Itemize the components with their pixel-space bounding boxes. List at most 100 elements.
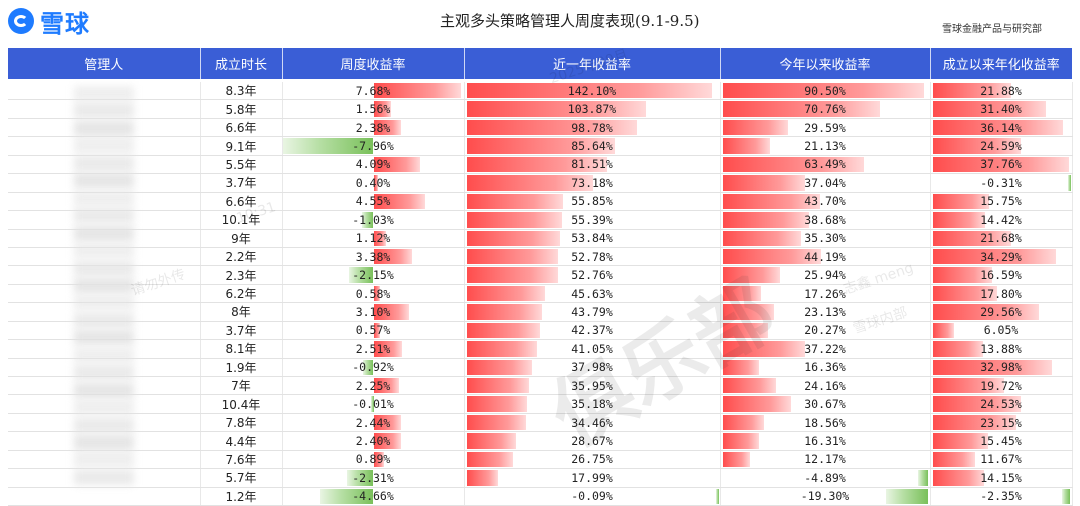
- ytd-value: 17.26%: [804, 286, 846, 301]
- weekly-cell: -2.31%: [282, 468, 465, 488]
- duration-cell: 3.7年: [200, 173, 283, 193]
- one-year-value: 142.10%: [567, 83, 617, 98]
- annualized-value: 24.59%: [980, 139, 1022, 154]
- one-year-bar: [466, 451, 513, 468]
- one-year-cell: 35.18%: [464, 394, 721, 414]
- one-year-bar: [466, 378, 529, 394]
- redacted-manager-name: [74, 277, 134, 293]
- annualized-value: 14.15%: [980, 470, 1022, 485]
- weekly-bar: [373, 248, 412, 265]
- duration-cell: 9年: [200, 229, 283, 248]
- weekly-value: 2.25%: [355, 378, 391, 393]
- weekly-cell: 0.40%: [282, 173, 465, 193]
- one-year-value: 98.78%: [571, 120, 613, 135]
- ytd-bar: [722, 248, 821, 265]
- table-row: 3.7年 0.57% 42.37% 20.27% 6.05%: [8, 321, 1073, 341]
- one-year-bar: [466, 470, 498, 486]
- annualized-cell: 24.53%: [930, 394, 1073, 414]
- duration-cell: 5.7年: [200, 468, 283, 488]
- table-row: 1.9年 -0.92% 37.98% 16.36% 32.98%: [8, 358, 1073, 378]
- one-year-bar: [466, 193, 564, 210]
- annualized-value: 17.80%: [980, 286, 1022, 301]
- ytd-bar: [722, 193, 820, 210]
- weekly-cell: 0.57%: [282, 321, 465, 341]
- annualized-cell: 37.76%: [930, 155, 1073, 175]
- redacted-manager-name: [74, 382, 134, 398]
- weekly-cell: 4.55%: [282, 192, 465, 212]
- ytd-cell: 43.70%: [720, 192, 931, 212]
- redacted-manager-name: [74, 469, 134, 485]
- redacted-manager-name: [74, 243, 134, 259]
- ytd-value: 12.17%: [804, 452, 846, 467]
- duration-cell: 7年: [200, 376, 283, 396]
- one-year-cell: -0.09%: [464, 487, 721, 506]
- table-row: 9.1年 -7.96% 85.64% 21.13% 24.59%: [8, 136, 1073, 156]
- annualized-cell: 16.59%: [930, 265, 1073, 285]
- annualized-value: 37.76%: [980, 157, 1022, 172]
- one-year-cell: 103.87%: [464, 99, 721, 119]
- weekly-cell: 0.89%: [282, 450, 465, 470]
- weekly-value: 2.51%: [355, 341, 391, 356]
- annualized-bar: [932, 101, 1046, 117]
- one-year-bar: [466, 212, 563, 228]
- table-row: 8年 3.10% 43.79% 23.13% 29.56%: [8, 302, 1073, 322]
- ytd-bar: [722, 138, 770, 154]
- table-row: 6.6年 4.55% 55.85% 43.70% 15.75%: [8, 192, 1073, 212]
- duration-cell: 2.2年: [200, 247, 283, 267]
- one-year-value: 52.76%: [571, 268, 613, 283]
- one-year-value: -0.09%: [571, 489, 613, 504]
- ytd-bar: [722, 322, 768, 339]
- ytd-value: 18.56%: [804, 415, 846, 430]
- annualized-cell: 32.98%: [930, 358, 1073, 378]
- annualized-bar: [932, 285, 997, 302]
- duration-cell: 4.4年: [200, 431, 283, 451]
- weekly-bar: [373, 175, 379, 191]
- weekly-bar: [373, 322, 380, 339]
- table-row: 9年 1.12% 53.84% 35.30% 21.68%: [8, 229, 1073, 248]
- one-year-bar: [466, 119, 638, 136]
- one-year-cell: 53.84%: [464, 229, 721, 248]
- one-year-cell: 85.64%: [464, 136, 721, 156]
- weekly-bar: [373, 119, 401, 136]
- weekly-value: 0.58%: [355, 286, 391, 301]
- weekly-bar: [373, 378, 400, 394]
- redacted-manager-name: [74, 260, 134, 276]
- weekly-value: 2.44%: [355, 415, 391, 430]
- ytd-bar: [722, 304, 775, 320]
- ytd-bar: [722, 175, 805, 191]
- annualized-cell: 6.05%: [930, 321, 1073, 341]
- one-year-value: 35.18%: [571, 397, 613, 412]
- weekly-value: 4.55%: [355, 194, 391, 209]
- ytd-cell: 25.94%: [720, 265, 931, 285]
- annualized-cell: 21.68%: [930, 229, 1073, 248]
- ytd-value: 21.13%: [804, 139, 846, 154]
- weekly-value: -0.92%: [352, 360, 394, 375]
- table-row: 3.7年 0.40% 73.18% 37.04% -0.31%: [8, 173, 1073, 193]
- col-header-annualized: 成立以来年化收益率: [930, 48, 1072, 81]
- col-header-duration: 成立时长: [200, 48, 283, 81]
- weekly-bar: [373, 304, 409, 320]
- annualized-cell: 29.56%: [930, 302, 1073, 322]
- one-year-value: 103.87%: [567, 102, 617, 117]
- weekly-bar: [361, 212, 374, 228]
- ytd-bar: [722, 230, 802, 246]
- table-row: 1.2年 -4.66% -0.09% -19.30% -2.35%: [8, 487, 1073, 506]
- one-year-cell: 43.79%: [464, 302, 721, 322]
- one-year-value: 43.79%: [571, 304, 613, 319]
- weekly-cell: -7.96%: [282, 136, 465, 156]
- ytd-value: 16.31%: [804, 434, 846, 449]
- annualized-value: 15.45%: [980, 434, 1022, 449]
- weekly-cell: 4.09%: [282, 155, 465, 175]
- annualized-bar: [932, 359, 1052, 375]
- weekly-cell: 2.44%: [282, 413, 465, 433]
- ytd-value: 25.94%: [804, 268, 846, 283]
- weekly-cell: -0.01%: [282, 394, 465, 414]
- ytd-value: 37.04%: [804, 175, 846, 190]
- annualized-bar: [932, 83, 1012, 99]
- redacted-manager-name: [74, 452, 134, 468]
- ytd-cell: 20.27%: [720, 321, 931, 341]
- weekly-cell: -2.15%: [282, 265, 465, 285]
- annualized-cell: 34.29%: [930, 247, 1073, 267]
- redacted-manager-name: [74, 225, 134, 241]
- one-year-value: 85.64%: [571, 139, 613, 154]
